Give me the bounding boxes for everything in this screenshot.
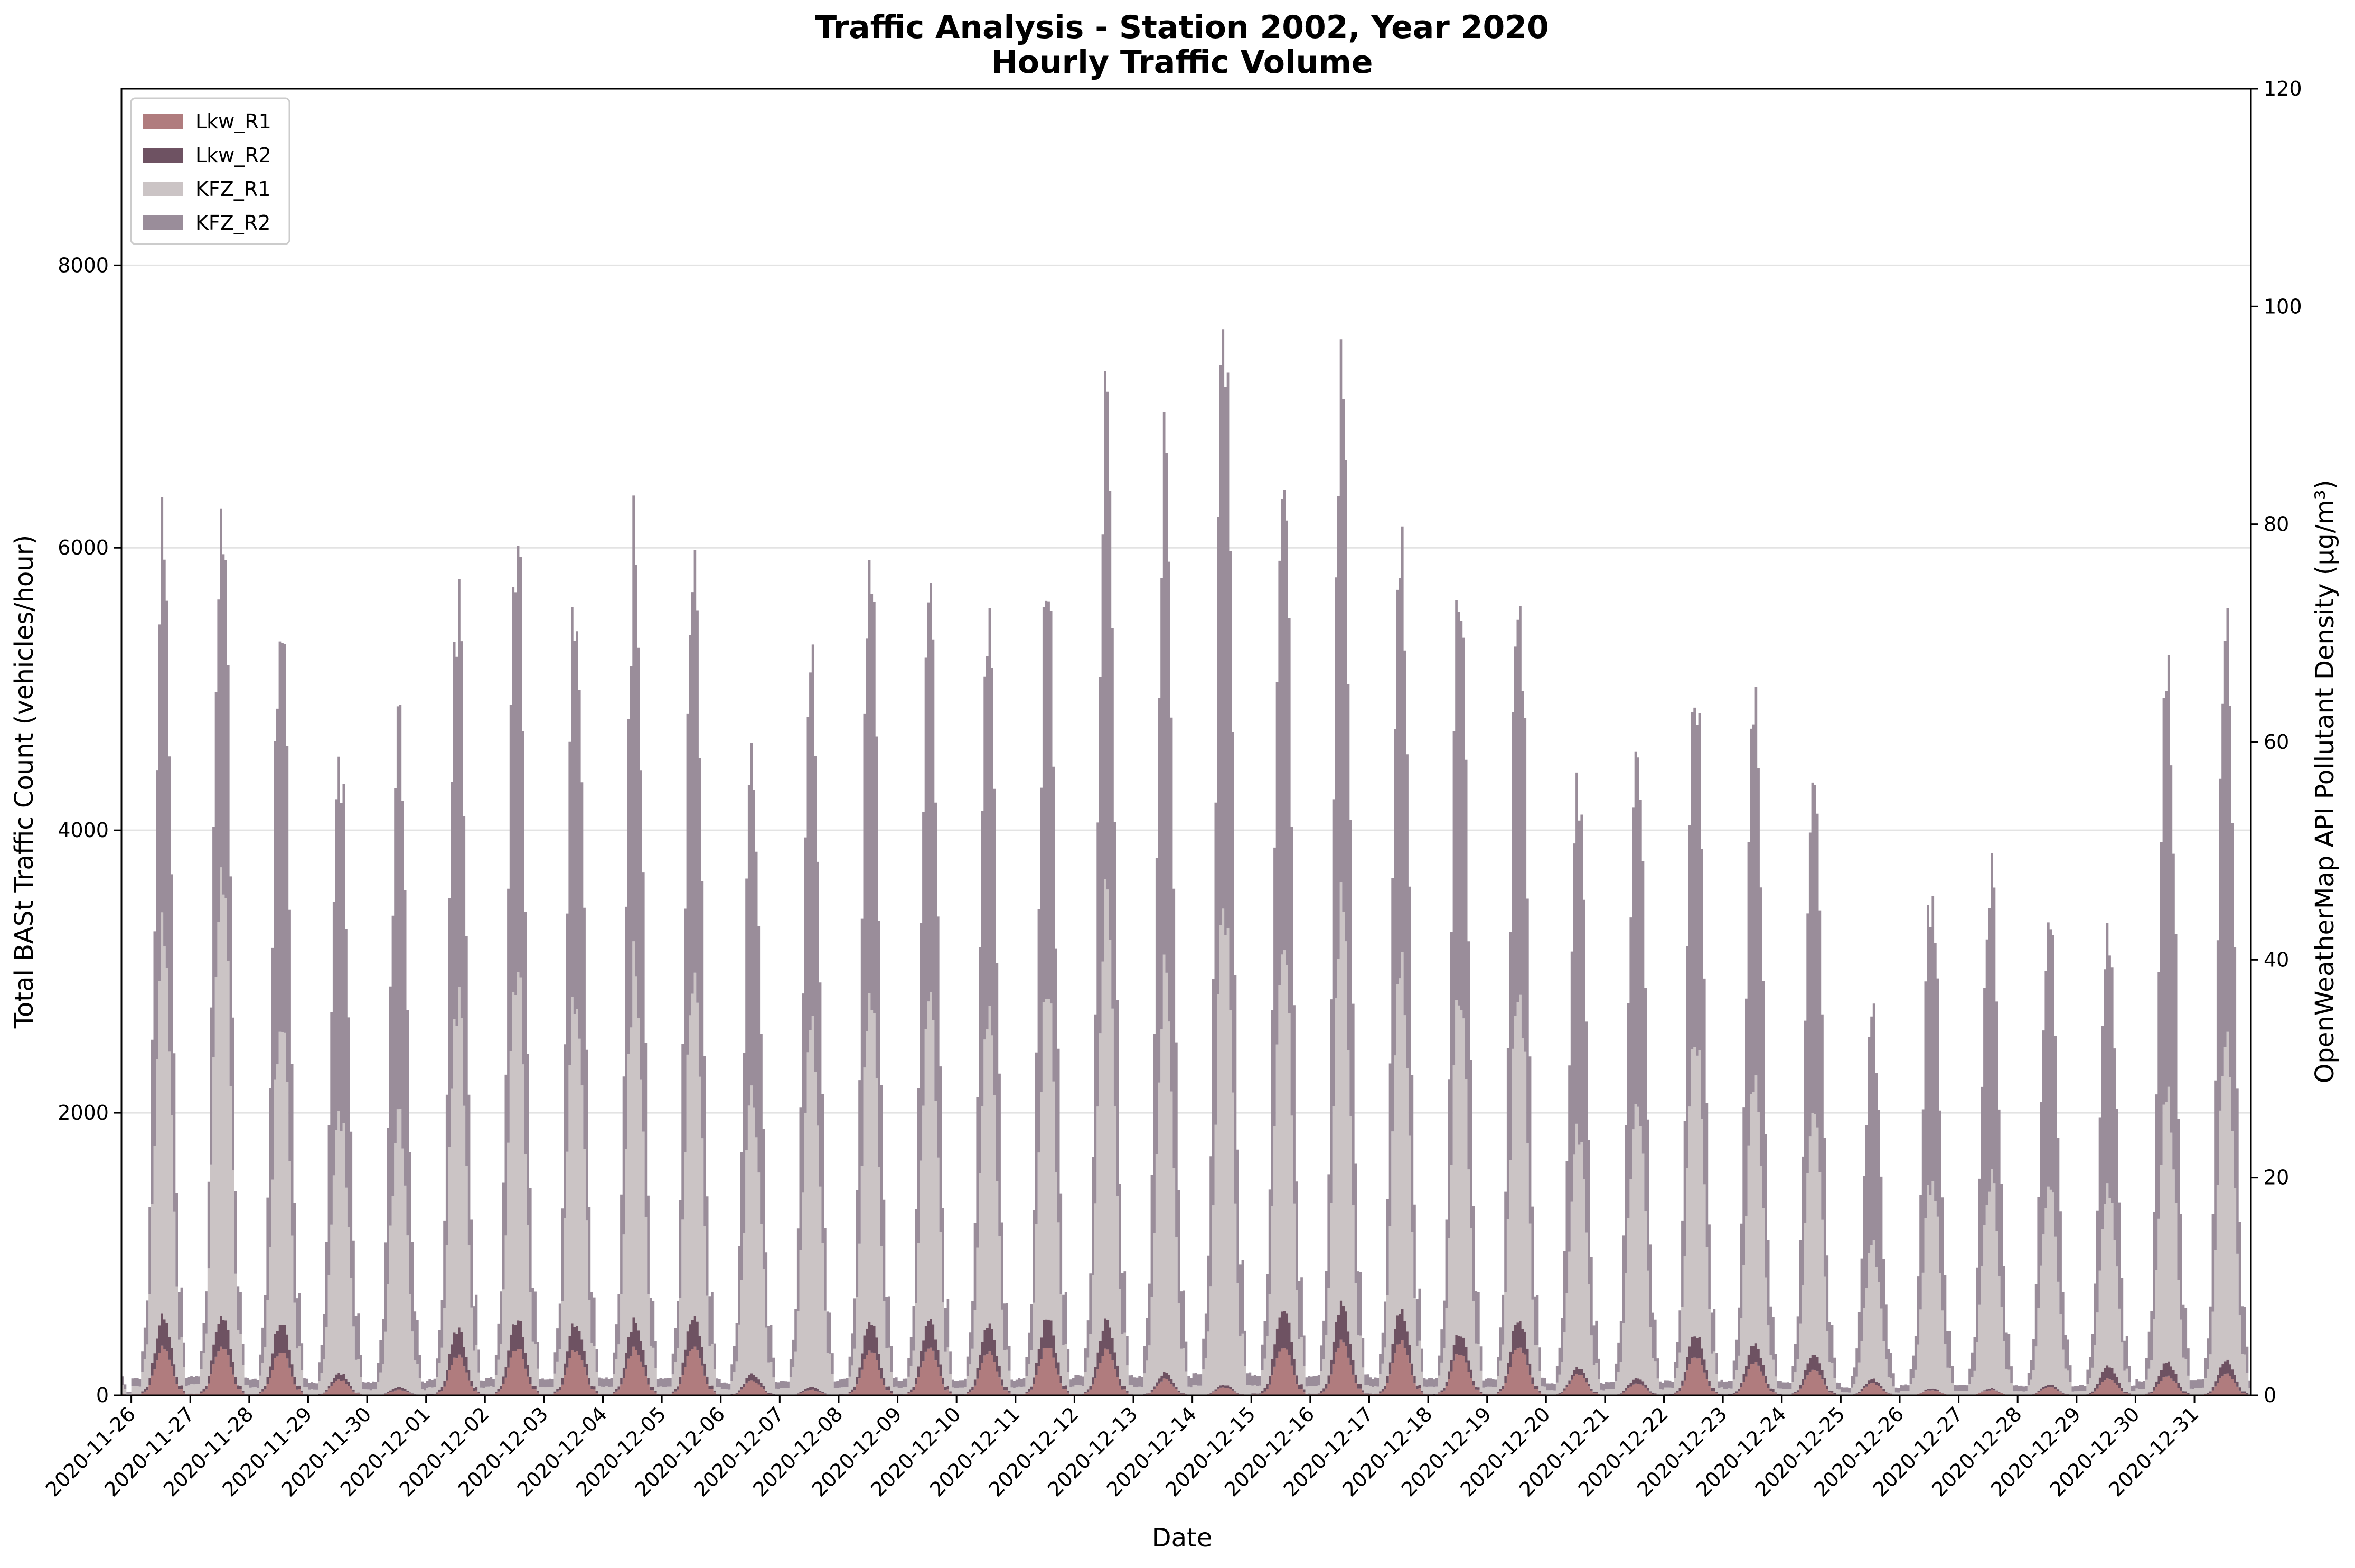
chart-title: Traffic Analysis - Station 2002, Year 20… <box>815 9 1549 46</box>
legend-label: Lkw_R2 <box>195 144 271 167</box>
y-axis-label: Total BASt Traffic Count (vehicles/hour) <box>10 535 39 1029</box>
area-series-kfz-r2 <box>121 329 2251 1394</box>
legend-label: KFZ_R1 <box>195 177 270 201</box>
y2-tick-label: 40 <box>2264 948 2289 971</box>
y-tick-label: 4000 <box>58 819 109 842</box>
area-series-kfz-r1 <box>121 867 2251 1395</box>
legend-swatch <box>143 215 183 230</box>
legend-label: Lkw_R1 <box>195 110 271 133</box>
y2-tick-label: 0 <box>2264 1384 2276 1407</box>
x-axis-label: Date <box>1152 1523 1213 1553</box>
area-series-lkw-r1 <box>121 1339 2251 1395</box>
grid-layer <box>121 264 2251 1114</box>
y2-tick-label: 80 <box>2264 513 2289 536</box>
chart-subtitle: Hourly Traffic Volume <box>991 44 1373 81</box>
legend-swatch <box>143 182 183 196</box>
legend-swatch <box>143 148 183 163</box>
legend-swatch <box>143 114 183 129</box>
y2-tick-label: 20 <box>2264 1166 2289 1189</box>
y-tick-label: 6000 <box>58 536 109 559</box>
y-tick-label: 0 <box>96 1384 109 1407</box>
y2-tick-label: 100 <box>2264 295 2302 318</box>
y2-tick-label: 120 <box>2264 77 2302 100</box>
y2-axis-label: OpenWeatherMap API Pollutant Density (µg… <box>2310 480 2340 1084</box>
legend-box <box>130 97 290 245</box>
y-tick-label: 8000 <box>58 253 109 277</box>
y2-tick-label: 60 <box>2264 730 2289 754</box>
legend: Lkw_R1 Lkw_R2 KFZ_R1 KFZ_R2 <box>130 97 290 245</box>
y-tick-label: 2000 <box>58 1101 109 1124</box>
legend-label: KFZ_R2 <box>195 211 270 234</box>
series-layer <box>121 329 2251 1395</box>
